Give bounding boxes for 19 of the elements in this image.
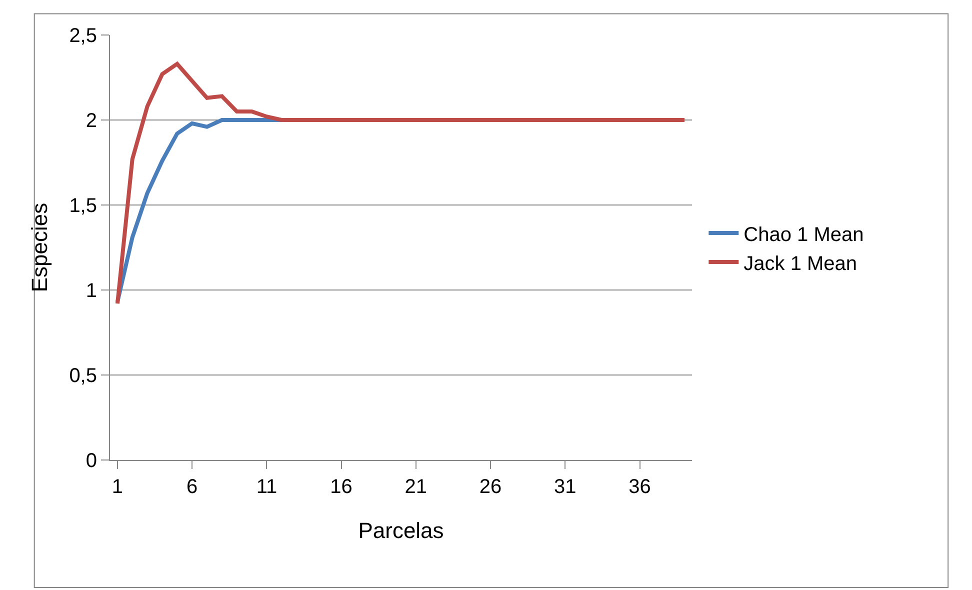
x-tick-label: 31 [554,476,576,498]
y-tick-label: 0,5 [69,365,97,387]
y-tick-label: 2 [86,110,97,132]
x-tick-label: 36 [628,476,651,498]
x-tick-label: 21 [404,476,428,498]
y-tick-label: 0 [86,450,97,472]
y-axis-title: Especies [26,202,52,292]
legend-label: Jack 1 Mean [744,252,858,275]
x-axis-title: Parcelas [358,518,444,543]
x-tick-label: 26 [479,476,502,498]
x-tick-label: 1 [112,476,124,498]
legend-label: Chao 1 Mean [744,224,864,246]
y-tick-label: 1 [86,280,97,302]
x-tick-label: 11 [256,476,278,498]
y-tick-label: 1,5 [69,195,97,217]
x-tick-label: 6 [186,476,198,498]
line-series [115,62,687,306]
x-tick-label: 16 [330,476,352,498]
y-tick-label: 2,5 [69,25,97,47]
